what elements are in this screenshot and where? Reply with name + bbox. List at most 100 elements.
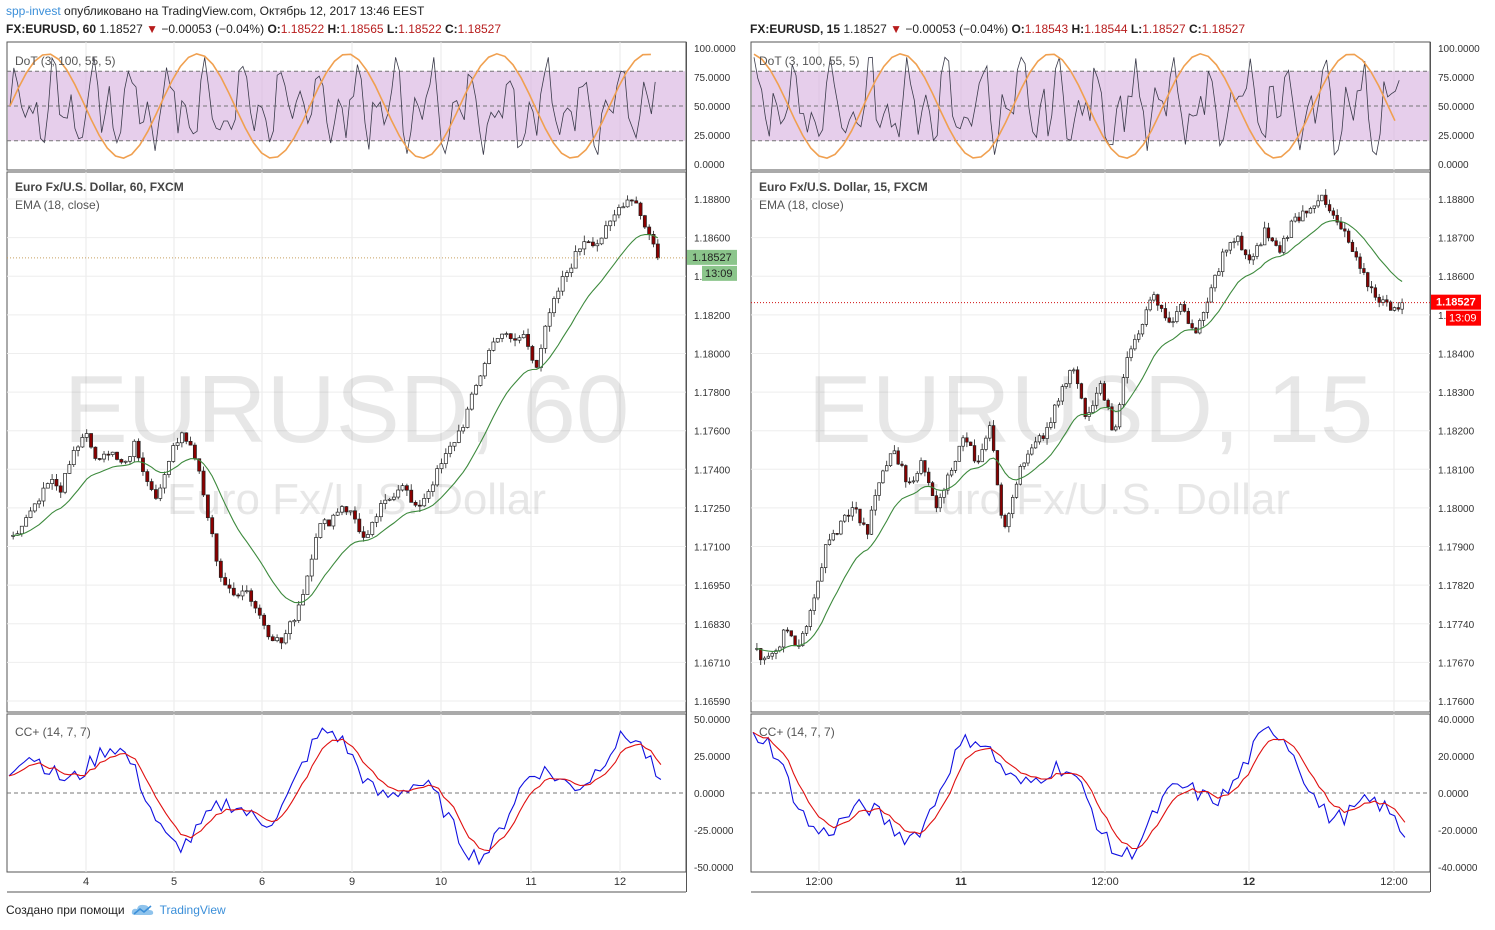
candle-body [1343,228,1347,232]
last-price-badge [687,249,737,265]
candle-body [279,637,284,644]
candle-body [1007,513,1011,528]
time-tick-label: 6 [259,876,265,888]
candle-body [1396,307,1400,310]
candle-body [965,437,969,443]
candle-body [1045,427,1049,439]
candle-body [569,267,574,274]
candle-body [158,487,163,499]
candle-body [586,241,591,244]
price-tick-label: 1.18600 [1438,272,1475,283]
candle-body [452,442,457,447]
candle-body [1106,399,1110,408]
candle-body [1350,241,1355,252]
candle-body [957,445,961,462]
candle-body [1224,249,1229,253]
symbol-info-right: FX:EURUSD, 15 1.18527 ▼ −0.00053 (−0.04%… [750,22,1246,36]
candle-body [175,442,180,446]
candle-body [93,446,98,459]
candle-body [417,504,422,507]
tradingview-link[interactable]: TradingView [131,903,226,917]
candle-body [1243,249,1248,256]
last-price: 1.18527 [843,22,887,36]
main-series-title: Euro Fx/U.S. Dollar, 60, FXCM [15,180,184,194]
candle-body [361,531,366,538]
candle-body [862,522,866,525]
candle-body [634,200,639,204]
time-tick-label: 12:00 [805,876,833,888]
candle-body [435,468,440,486]
candle-body [292,620,297,623]
candle-body [869,509,874,535]
cc-slow-line [752,731,1406,850]
candle-body [655,243,660,259]
candle-body [781,629,786,648]
time-tick-label: 11 [955,876,967,888]
candle-body [1152,294,1156,301]
candle-body [816,580,820,599]
publish-header: spp-invest опубликовано на TradingView.c… [6,4,424,18]
candle-body [1068,370,1072,385]
candle-body [1022,462,1026,467]
price-tick-label: 1.16950 [694,581,731,592]
symbol-name: FX:EURUSD, 60 [6,22,97,36]
candle-body [495,338,500,343]
candle-body [1056,400,1061,406]
author-name[interactable]: spp-invest [6,4,61,18]
candle-body [1171,321,1175,323]
candle-body [154,489,158,499]
price-tick-label: 1.16710 [694,658,731,669]
candle-body [1236,235,1240,243]
candle-body [1114,426,1118,431]
price-tick-label: 1.18200 [694,311,731,322]
candle-body [1301,210,1305,222]
candle-body [820,567,824,582]
candle-body [604,225,608,239]
candle-body [1064,383,1068,387]
candle-body [1201,312,1206,321]
candle-body [969,441,973,446]
candle-body [296,604,301,621]
candle-body [54,479,59,487]
candle-body [961,437,965,447]
symbol-info-left: FX:EURUSD, 60 1.18527 ▼ −0.00053 (−0.04%… [6,22,502,36]
candle-body [1182,304,1187,312]
candle-body [1091,404,1095,413]
candle-body [1163,308,1168,319]
cc-tick-label: 20.0000 [1438,752,1475,763]
candle-body [63,473,67,493]
dot-indicator-label: DoT (3, 100, 55, 5) [759,54,860,68]
dot-indicator-label: DoT (3, 100, 55, 5) [15,54,116,68]
candle-body [149,481,154,490]
candle-body [616,207,621,216]
candle-body [80,437,85,448]
candle-body [1159,304,1164,309]
candle-body [1308,208,1313,214]
cc-tick-label: -40.0000 [1438,863,1478,874]
candle-body [991,425,996,451]
candle-body [366,534,370,538]
candle-body [1148,299,1152,311]
time-tick-label: 12 [614,876,626,888]
candle-body [236,594,241,597]
candle-body [984,437,988,450]
candle-body [50,479,55,484]
candle-body [1324,194,1328,205]
candle-body [638,202,643,216]
candle-body [881,470,885,484]
cc-tick-label: -25.0000 [694,826,734,837]
low-value: 1.18522 [398,22,442,36]
dot-tick-label: 25.0000 [1438,131,1475,142]
candle-body [1388,301,1393,311]
watermark-symbol: EURUSD, 15 [808,356,1374,463]
candle-body [71,450,76,465]
candle-body [500,333,504,339]
candle-body [812,597,816,611]
price-tick-label: 1.17800 [694,388,731,399]
candle-body [923,460,927,473]
candle-body [865,524,870,535]
candle-body [439,463,444,470]
candle-body [1339,221,1343,230]
candle-body [231,587,236,596]
